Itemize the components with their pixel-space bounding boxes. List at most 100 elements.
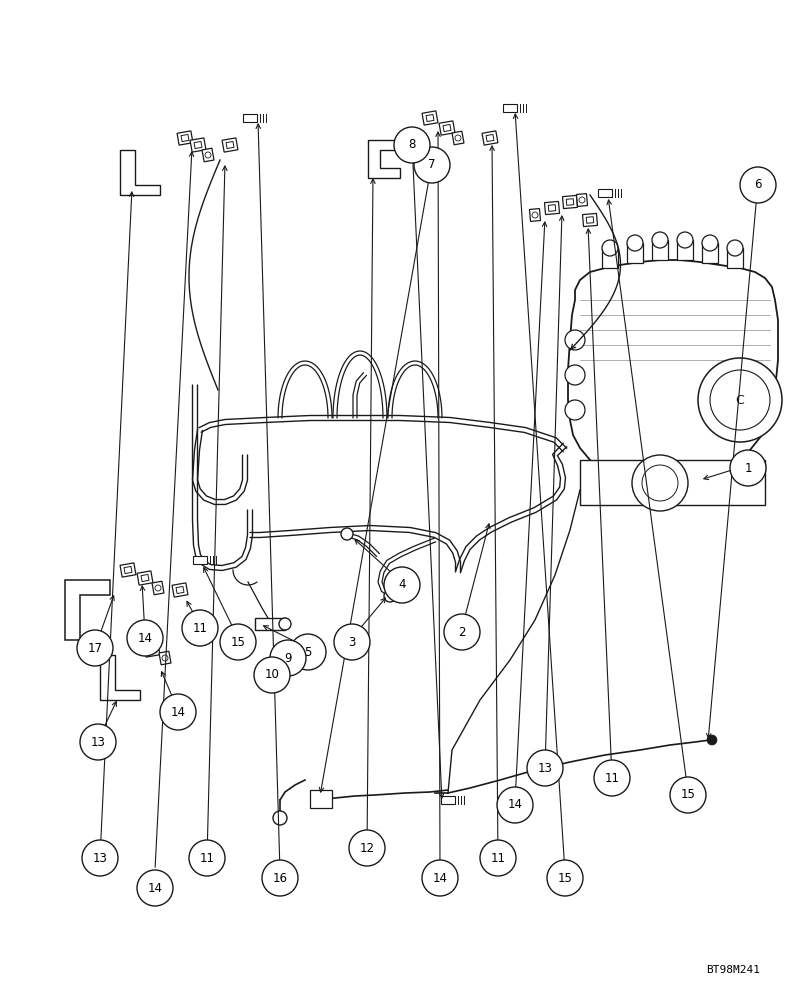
Polygon shape (100, 655, 140, 700)
Circle shape (220, 624, 256, 660)
Circle shape (77, 630, 113, 666)
Circle shape (137, 870, 173, 906)
Bar (137, 571, 153, 585)
Text: 8: 8 (408, 138, 415, 151)
Circle shape (290, 634, 326, 670)
Text: 14: 14 (137, 632, 153, 645)
Text: 1: 1 (744, 462, 751, 475)
Circle shape (294, 640, 310, 656)
Circle shape (565, 365, 585, 385)
Circle shape (444, 614, 480, 650)
Circle shape (422, 860, 458, 896)
Text: 15: 15 (558, 871, 572, 884)
Text: 17: 17 (87, 642, 103, 654)
Text: 7: 7 (428, 158, 436, 172)
Polygon shape (368, 140, 400, 178)
Bar (226, 141, 234, 149)
Bar (255, 618, 285, 630)
Circle shape (155, 585, 161, 591)
Circle shape (189, 840, 225, 876)
Text: 13: 13 (93, 852, 107, 864)
Circle shape (602, 240, 618, 256)
Circle shape (384, 590, 396, 602)
Bar (177, 131, 193, 145)
Circle shape (455, 135, 461, 141)
Circle shape (565, 330, 585, 350)
Polygon shape (568, 260, 778, 482)
Circle shape (384, 567, 420, 603)
Bar (159, 651, 171, 665)
Circle shape (565, 400, 585, 420)
Circle shape (279, 618, 291, 630)
Bar (426, 114, 434, 122)
Bar (194, 141, 202, 149)
Text: 11: 11 (604, 772, 620, 784)
Bar (580, 460, 765, 505)
Bar (598, 189, 612, 197)
Circle shape (270, 640, 306, 676)
Bar (422, 111, 438, 125)
Bar (627, 243, 643, 263)
Bar (443, 124, 451, 132)
Text: 11: 11 (192, 621, 208, 635)
Circle shape (627, 235, 643, 251)
Text: 14: 14 (432, 871, 448, 884)
Circle shape (532, 212, 538, 218)
Circle shape (127, 620, 163, 656)
Circle shape (670, 777, 706, 813)
Bar (439, 121, 455, 135)
Text: 4: 4 (398, 578, 406, 591)
Text: 6: 6 (754, 178, 762, 192)
Bar (148, 646, 156, 654)
Text: 11: 11 (200, 852, 214, 864)
Circle shape (82, 840, 118, 876)
Text: 16: 16 (272, 871, 288, 884)
Bar (566, 199, 574, 205)
Text: 10: 10 (264, 668, 280, 682)
Bar (190, 138, 206, 152)
Bar (482, 131, 498, 145)
Bar (452, 131, 464, 145)
Bar (120, 563, 136, 577)
Circle shape (652, 232, 668, 248)
Bar (181, 134, 189, 142)
Bar (677, 240, 693, 260)
Circle shape (273, 811, 287, 825)
Circle shape (579, 197, 585, 203)
Bar (545, 201, 559, 215)
Circle shape (280, 660, 296, 676)
Text: BT98M241: BT98M241 (706, 965, 760, 975)
Text: 14: 14 (148, 882, 162, 894)
Circle shape (341, 528, 353, 540)
Bar (141, 574, 149, 582)
Bar (562, 195, 578, 209)
Bar (193, 556, 207, 564)
Bar (576, 194, 587, 206)
Bar (503, 104, 517, 112)
Circle shape (547, 860, 583, 896)
Circle shape (698, 358, 782, 442)
Bar (152, 581, 164, 595)
Circle shape (480, 840, 516, 876)
Circle shape (205, 152, 211, 158)
Circle shape (162, 655, 168, 661)
Circle shape (254, 657, 290, 693)
Text: 9: 9 (284, 652, 292, 664)
Circle shape (677, 232, 693, 248)
Bar (727, 248, 743, 268)
Text: 15: 15 (680, 788, 696, 802)
Circle shape (80, 724, 116, 760)
Bar (486, 134, 494, 142)
Text: 15: 15 (230, 636, 246, 648)
Circle shape (730, 450, 766, 486)
Circle shape (334, 624, 370, 660)
Bar (529, 209, 541, 221)
Bar (441, 796, 455, 804)
Text: 14: 14 (507, 798, 523, 812)
Circle shape (182, 610, 218, 646)
Circle shape (394, 127, 430, 163)
Circle shape (160, 694, 196, 730)
Bar (124, 566, 132, 574)
Circle shape (702, 235, 718, 251)
Circle shape (414, 147, 450, 183)
